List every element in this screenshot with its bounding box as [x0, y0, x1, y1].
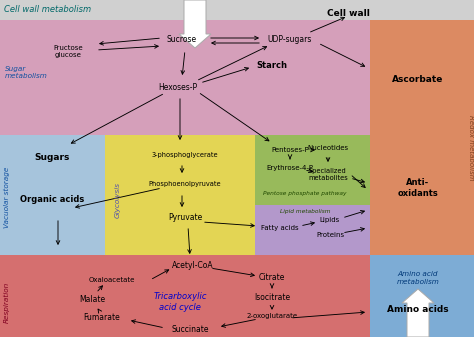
FancyArrow shape: [402, 289, 434, 337]
FancyArrow shape: [179, 0, 211, 48]
Text: Glycolysis: Glycolysis: [115, 182, 121, 218]
Text: Cell wall: Cell wall: [327, 8, 369, 18]
Text: UDP-sugars: UDP-sugars: [268, 35, 312, 44]
Text: 2-oxoglutarate: 2-oxoglutarate: [246, 313, 298, 319]
Text: Nucleotides: Nucleotides: [308, 145, 348, 151]
Text: Amino acids: Amino acids: [387, 306, 449, 314]
Text: Hexoses-P: Hexoses-P: [158, 84, 198, 92]
Text: Cell wall metabolism: Cell wall metabolism: [4, 5, 91, 14]
Bar: [255, 135, 370, 205]
Text: Sugar
metabolism: Sugar metabolism: [5, 65, 48, 79]
Bar: [0, 135, 105, 255]
Text: Sugars: Sugars: [34, 153, 70, 161]
Text: Pentose phosphate pathway: Pentose phosphate pathway: [263, 191, 347, 196]
Text: Redox metabolism: Redox metabolism: [468, 115, 474, 181]
Text: Citrate: Citrate: [259, 274, 285, 282]
Text: Erythrose-4-P: Erythrose-4-P: [266, 165, 313, 171]
Text: Organic acids: Organic acids: [20, 195, 84, 205]
Text: Succinate: Succinate: [171, 326, 209, 335]
Text: Fumarate: Fumarate: [83, 313, 120, 323]
Bar: [0, 0, 474, 20]
Text: Amino acid
metabolism: Amino acid metabolism: [397, 272, 439, 284]
Text: Anti-
oxidants: Anti- oxidants: [398, 178, 438, 198]
Text: Fructose
glucose: Fructose glucose: [53, 45, 83, 59]
Text: Ascorbate: Ascorbate: [392, 75, 444, 85]
Bar: [105, 135, 255, 255]
Text: Oxaloacetate: Oxaloacetate: [89, 277, 135, 283]
Text: Lipid metabolism: Lipid metabolism: [280, 210, 330, 214]
Text: Tricarboxylic
acid cycle: Tricarboxylic acid cycle: [153, 292, 207, 312]
Bar: [370, 20, 474, 255]
Bar: [370, 255, 474, 337]
Text: Acetyl-CoA: Acetyl-CoA: [172, 261, 214, 270]
Text: Proteins: Proteins: [316, 232, 344, 238]
Text: Specialized
metabolites: Specialized metabolites: [308, 167, 348, 181]
Text: Fatty acids: Fatty acids: [261, 225, 299, 231]
Text: 3-phosphoglycerate: 3-phosphoglycerate: [152, 152, 219, 158]
Text: Sucrose: Sucrose: [167, 35, 197, 44]
Text: Pentoses-P: Pentoses-P: [271, 147, 309, 153]
Text: Lipids: Lipids: [320, 217, 340, 223]
Text: Starch: Starch: [256, 61, 288, 69]
Bar: [0, 255, 370, 337]
Text: Respiration: Respiration: [4, 281, 10, 323]
Bar: [255, 205, 370, 255]
Text: Phosphoenolpyruvate: Phosphoenolpyruvate: [149, 181, 221, 187]
Text: Vacuolar storage: Vacuolar storage: [4, 166, 10, 228]
Bar: [0, 20, 370, 135]
Text: Malate: Malate: [79, 296, 105, 305]
Text: Pyruvate: Pyruvate: [168, 214, 202, 222]
Text: Isocitrate: Isocitrate: [254, 294, 290, 303]
